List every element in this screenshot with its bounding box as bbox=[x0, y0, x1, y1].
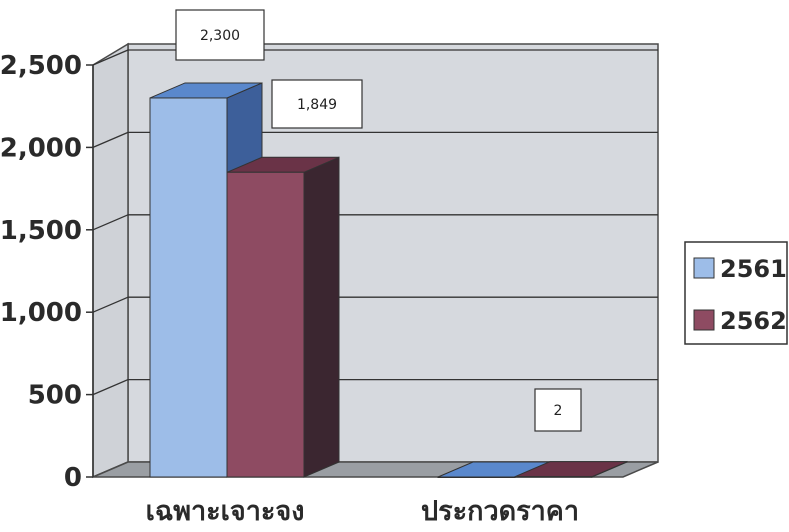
category-label: ประกวดราคา bbox=[421, 496, 579, 527]
bar-front bbox=[437, 476, 516, 478]
data-label-text: 2,300 bbox=[200, 28, 240, 44]
category-labels: เฉพาะเจาะจง ประกวดราคา bbox=[146, 496, 579, 527]
y-tick-label: 1,500 bbox=[0, 216, 82, 246]
legend-swatch bbox=[693, 257, 715, 279]
y-tick-label: 0 bbox=[64, 463, 82, 493]
legend: 2561 2562 bbox=[684, 241, 788, 345]
y-tick-label: 500 bbox=[28, 381, 82, 411]
data-label: 2,300 bbox=[175, 9, 265, 61]
side-wall bbox=[92, 42, 129, 479]
data-label-box bbox=[175, 9, 265, 61]
data-label: 2 bbox=[534, 388, 582, 432]
gridline-side bbox=[92, 131, 129, 148]
bar-front bbox=[149, 97, 228, 478]
data-labels: 2,300 1,849 2 bbox=[175, 9, 582, 432]
bar-side bbox=[303, 156, 340, 478]
y-tick-label: 2,000 bbox=[0, 133, 82, 163]
bar-front bbox=[514, 476, 593, 478]
data-label-box bbox=[534, 388, 582, 432]
data-label-text: 2 bbox=[554, 403, 563, 419]
legend-label: 2561 bbox=[720, 255, 787, 283]
gridline-side bbox=[92, 296, 129, 313]
gridline-side bbox=[92, 214, 129, 231]
bars bbox=[149, 82, 628, 478]
legend-label: 2562 bbox=[720, 307, 787, 335]
gridline-side bbox=[92, 49, 129, 66]
y-tick-label: 1,000 bbox=[0, 298, 82, 328]
category-label: เฉพาะเจาะจง bbox=[146, 496, 305, 527]
legend-swatch bbox=[693, 309, 715, 331]
y-tick-label: 2,500 bbox=[0, 51, 82, 81]
data-label-box bbox=[271, 79, 363, 129]
gridline-side bbox=[92, 379, 129, 396]
data-label-text: 1,849 bbox=[297, 97, 337, 113]
y-tick-labels: 0 500 1,000 1,500 2,000 2,500 bbox=[0, 51, 93, 493]
bar-2562-cat2 bbox=[514, 460, 628, 478]
bar-2562-cat1 bbox=[226, 156, 340, 478]
data-label: 1,849 bbox=[271, 79, 363, 129]
bar-front bbox=[226, 171, 305, 478]
